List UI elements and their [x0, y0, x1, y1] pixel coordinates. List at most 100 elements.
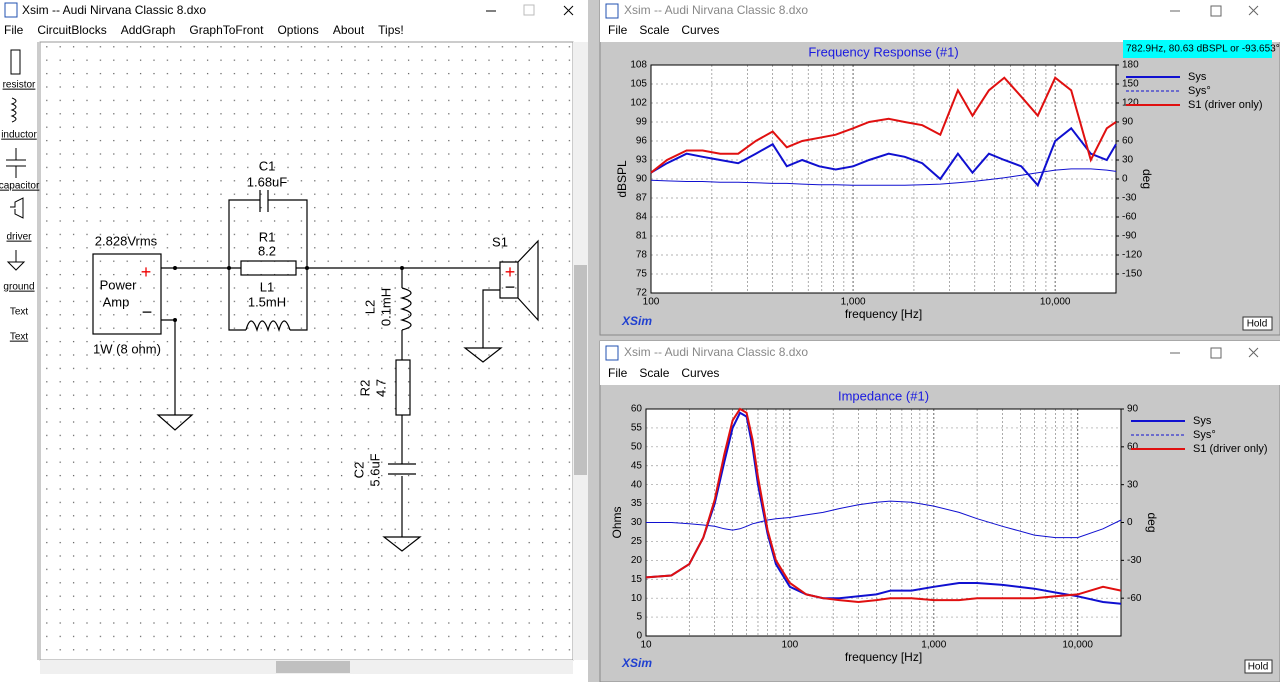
canvas	[39, 41, 574, 661]
tool-label[interactable]: ground	[3, 282, 34, 293]
menu-item[interactable]: Curves	[681, 23, 719, 37]
label: R2	[357, 380, 372, 397]
y2-tick-label: -90	[1122, 231, 1137, 242]
menu-item[interactable]: About	[333, 23, 365, 37]
chart: Impedance (#1) 10 100 1,000 10,000 0 5 10 15 20 25…	[610, 388, 1267, 664]
tool-label[interactable]: resistor	[3, 80, 36, 91]
y-tick-label: 20	[631, 555, 643, 566]
menu-item[interactable]: Tips!	[378, 23, 404, 37]
toolbox: resistor inductor capacitor driver ground Tex…	[0, 49, 40, 343]
tool-label[interactable]: Text	[10, 307, 29, 318]
label: 2.828Vrms	[95, 233, 158, 248]
schematic: 2.828Vrms Power Amp + − 1W (8 ohm) C1 1.…	[92, 158, 539, 552]
y-tick-label: 15	[631, 574, 643, 585]
menu-item[interactable]: File	[608, 366, 628, 380]
r2[interactable]	[395, 359, 411, 416]
y2-tick-label: -30	[1122, 193, 1137, 204]
label: C2	[351, 462, 366, 479]
y-tick-label: 60	[631, 404, 643, 415]
y2-tick-label: -120	[1122, 250, 1142, 261]
maximize[interactable]	[523, 4, 535, 16]
plot-area	[651, 65, 1116, 293]
y-tick-label: 10	[631, 593, 643, 604]
x-tick-label: 10,000	[1040, 297, 1071, 308]
tool-label[interactable]: Text	[10, 332, 29, 343]
v-scroll-thumb[interactable]	[574, 265, 587, 475]
series-line	[645, 407, 1122, 604]
l1[interactable]	[245, 320, 291, 333]
hold-button[interactable]	[1244, 659, 1273, 674]
menu-bar: File CircuitBlocks AddGraph GraphToFront Opt…	[4, 23, 404, 37]
y2-tick-label: 30	[1127, 479, 1139, 490]
menu-item[interactable]: Curves	[681, 366, 719, 380]
plus: +	[141, 262, 152, 282]
tool-label[interactable]: capacitor	[0, 181, 40, 192]
r1[interactable]	[240, 260, 297, 276]
label: Amp	[103, 294, 130, 309]
label: 1.5mH	[248, 294, 286, 309]
window-title: Xsim -- Audi Nirvana Classic 8.dxo	[22, 3, 206, 17]
y2-tick-label: -60	[1127, 593, 1142, 604]
y-tick-label: 50	[631, 441, 643, 452]
hold-button[interactable]	[1242, 316, 1273, 331]
y-tick-label: 45	[631, 460, 643, 471]
y2-tick-label: 30	[1122, 155, 1134, 166]
menu-item[interactable]: CircuitBlocks	[37, 23, 106, 37]
label: L1	[260, 279, 274, 294]
label: 1W (8 ohm)	[93, 341, 161, 356]
menu-item[interactable]: GraphToFront	[189, 23, 264, 37]
series-line	[646, 500, 1122, 539]
y2-tick-label: 120	[1122, 98, 1139, 109]
y-tick-label: 40	[631, 479, 643, 490]
driver[interactable]	[499, 239, 539, 322]
x-tick-label: 100	[643, 297, 660, 308]
hold-label[interactable]: Hold	[1248, 662, 1269, 673]
label: L2	[362, 300, 377, 314]
label: 8.2	[258, 243, 276, 258]
menu-item[interactable]: File	[4, 23, 24, 37]
y-tick-label: 87	[636, 193, 648, 204]
maximize[interactable]	[1210, 5, 1222, 17]
x-axis-label: frequency [Hz]	[845, 650, 922, 664]
menu-item[interactable]: Scale	[639, 366, 669, 380]
y2-tick-label: -30	[1127, 555, 1142, 566]
h-scroll-thumb[interactable]	[276, 661, 350, 673]
tool-label[interactable]: inductor	[1, 130, 37, 141]
label: Power	[100, 277, 138, 292]
y-tick-label: 108	[630, 60, 647, 71]
y-tick-label: 90	[636, 174, 648, 185]
y-tick-label: 75	[636, 269, 648, 280]
series-line	[650, 76, 1117, 174]
chart-title: Impedance (#1)	[838, 388, 929, 403]
y-axis-label: dBSPL	[615, 160, 629, 198]
x-axis-label: frequency [Hz]	[845, 307, 922, 321]
maximize[interactable]	[1210, 347, 1222, 359]
y-tick-label: 0	[636, 631, 642, 642]
window-title: Xsim -- Audi Nirvana Classic 8.dxo	[624, 345, 808, 359]
y-tick-label: 93	[636, 155, 648, 166]
y2-axis-label: deg	[1145, 512, 1159, 532]
l2[interactable]	[399, 287, 412, 331]
window-title: Xsim -- Audi Nirvana Classic 8.dxo	[624, 3, 808, 17]
close[interactable]	[563, 5, 574, 16]
menu-item[interactable]: File	[608, 23, 628, 37]
label: C1	[259, 158, 276, 173]
power-amp[interactable]	[92, 253, 162, 335]
menu-item[interactable]: AddGraph	[121, 23, 176, 37]
close[interactable]	[1248, 347, 1259, 358]
x-tick-label: 100	[782, 640, 799, 651]
tool-label[interactable]: driver	[6, 232, 32, 243]
menu-item[interactable]: Options	[277, 23, 318, 37]
label: R1	[259, 229, 276, 244]
y2-tick-label: -150	[1122, 269, 1142, 280]
y-tick-label: 105	[630, 79, 647, 90]
legend-label: Sys°	[1193, 429, 1216, 441]
plus: +	[505, 262, 516, 282]
y2-tick-label: 90	[1127, 404, 1139, 415]
close[interactable]	[1248, 5, 1259, 16]
y-tick-label: 25	[631, 536, 643, 547]
menu-item[interactable]: Scale	[639, 23, 669, 37]
label: 5.6uF	[367, 453, 382, 486]
hold-label[interactable]: Hold	[1247, 319, 1268, 330]
label: 4.7	[373, 379, 388, 397]
